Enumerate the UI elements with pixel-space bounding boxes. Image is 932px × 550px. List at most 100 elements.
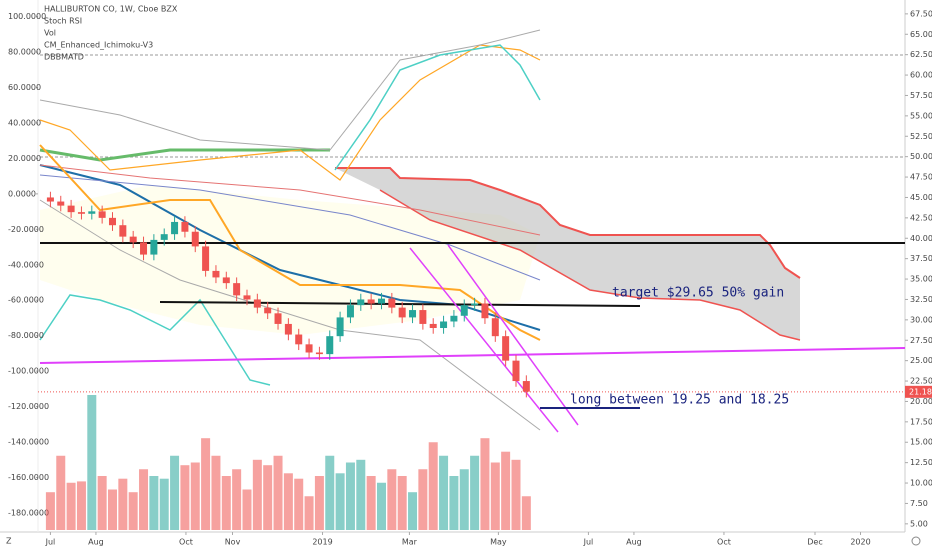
candle-body xyxy=(191,231,199,247)
volume-bar xyxy=(107,489,117,530)
candle-body xyxy=(67,205,75,213)
volume-bar xyxy=(128,492,138,530)
x-tick-label: Aug xyxy=(88,538,104,547)
volume-bar xyxy=(45,492,55,530)
volume-bar xyxy=(211,455,221,530)
y-tick-label: 45.00 xyxy=(910,193,932,202)
y2-tick-label: 60.0000 xyxy=(8,83,41,92)
annotation: target $29.65 50% gain xyxy=(612,286,784,301)
y-tick-label: 47.50 xyxy=(910,173,932,182)
volume-bar xyxy=(97,476,107,530)
candle-body xyxy=(409,310,417,318)
volume-bar xyxy=(387,469,397,530)
y-tick-label: 15.00 xyxy=(910,438,932,447)
candle-body xyxy=(202,246,210,271)
candle-body xyxy=(460,305,468,316)
candle-body xyxy=(98,211,106,218)
volume-bar xyxy=(356,459,366,530)
y2-tick-label: -40.0000 xyxy=(8,260,44,269)
volume-bar xyxy=(242,489,252,530)
y2-tick-label: 20.0000 xyxy=(8,154,41,163)
candle-body xyxy=(377,298,385,304)
kijun xyxy=(39,144,541,341)
volume-bar xyxy=(232,469,242,530)
volume-bar xyxy=(408,492,418,530)
y2-tick-label: -100.0000 xyxy=(8,367,49,376)
candle-body xyxy=(129,236,137,243)
moving-average xyxy=(39,164,541,236)
volume-bar xyxy=(511,459,521,530)
candle-body xyxy=(212,270,220,278)
volume-bar xyxy=(335,473,345,530)
x-tick-label: 2019 xyxy=(312,538,332,547)
candle-body xyxy=(284,323,292,335)
y-tick-label: 7.50 xyxy=(910,499,928,508)
candle-body xyxy=(150,239,158,255)
y2-tick-label: -20.0000 xyxy=(8,225,44,234)
cloud-top xyxy=(39,148,330,162)
volume-bar xyxy=(397,476,407,530)
band-fill xyxy=(40,185,540,335)
volume-bar xyxy=(149,476,159,530)
volume-bar xyxy=(139,469,149,530)
y2-tick-label: -120.0000 xyxy=(8,402,49,411)
legend-item: Stoch RSI xyxy=(44,17,82,26)
y2-tick-label: 100.0000 xyxy=(8,12,46,21)
candle-body xyxy=(57,201,65,206)
volume-bar xyxy=(56,455,66,530)
volume-bar xyxy=(376,482,386,530)
candle-body xyxy=(160,234,168,240)
volume-bar xyxy=(521,496,531,530)
annotation: long between 19.25 and 18.25 xyxy=(570,393,789,408)
legend-item: DBBMATD xyxy=(44,53,84,62)
volume-bar xyxy=(273,455,283,530)
candle-body xyxy=(481,303,489,319)
y-tick-label: 5.00 xyxy=(910,519,928,528)
ichimoku-cloud xyxy=(335,168,800,340)
candle-body xyxy=(357,299,365,306)
volume-bar xyxy=(490,462,500,530)
candle-body xyxy=(233,283,241,296)
volume-bar xyxy=(283,473,293,530)
candle-body xyxy=(491,318,499,337)
candle-body xyxy=(429,323,437,329)
candle-body xyxy=(419,310,427,324)
settings-icon[interactable] xyxy=(911,536,921,546)
y-tick-label: 32.50 xyxy=(910,295,932,304)
volume-bar xyxy=(304,496,314,530)
leading-span xyxy=(335,167,801,279)
y2-tick-label: -60.0000 xyxy=(8,296,44,305)
y-tick-label: 55.00 xyxy=(910,111,932,120)
y2-tick-label: -160.0000 xyxy=(8,473,49,482)
y2-tick-label: -180.0000 xyxy=(8,508,49,517)
candle-body xyxy=(88,211,96,214)
support-line xyxy=(159,301,641,307)
volume-bar xyxy=(470,455,480,530)
bollinger-upper xyxy=(39,29,541,151)
y-tick-label: 65.00 xyxy=(910,30,932,39)
y-tick-label: 42.50 xyxy=(910,213,932,222)
candle-body xyxy=(326,336,334,355)
moving-average xyxy=(39,174,541,281)
candle-body xyxy=(108,217,116,226)
y-tick-label: 52.50 xyxy=(910,132,932,141)
volume-bar xyxy=(76,481,86,530)
volume-bar xyxy=(118,478,128,530)
volume-bar xyxy=(159,478,169,530)
volume-bar xyxy=(314,476,324,530)
x-tick-label: Oct xyxy=(179,538,193,547)
volume-bar xyxy=(439,455,449,530)
leading-span xyxy=(379,189,801,341)
candle-body xyxy=(46,197,54,202)
volume-bar xyxy=(325,455,335,530)
y-tick-label: 50.00 xyxy=(910,152,932,161)
y-tick-label: 22.50 xyxy=(910,377,932,386)
candle-body xyxy=(502,336,510,361)
y2-tick-label: -80.0000 xyxy=(8,331,44,340)
candle-body xyxy=(346,305,354,318)
y2-tick-label: -140.0000 xyxy=(8,437,49,446)
candle-body xyxy=(512,360,520,382)
candle-body xyxy=(367,299,375,304)
x-tick-label: Oct xyxy=(717,538,731,547)
z-button[interactable]: Z xyxy=(6,537,12,546)
